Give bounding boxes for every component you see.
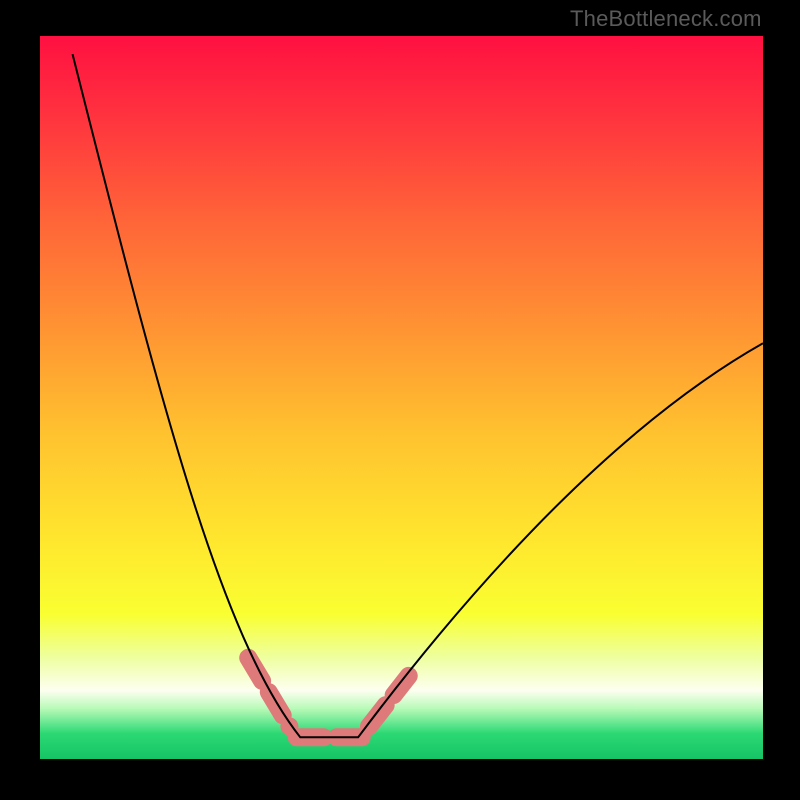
watermark-text: TheBottleneck.com <box>570 6 762 32</box>
plot-svg <box>40 36 763 759</box>
chart-container: TheBottleneck.com <box>0 0 800 800</box>
plot-area <box>40 36 763 759</box>
